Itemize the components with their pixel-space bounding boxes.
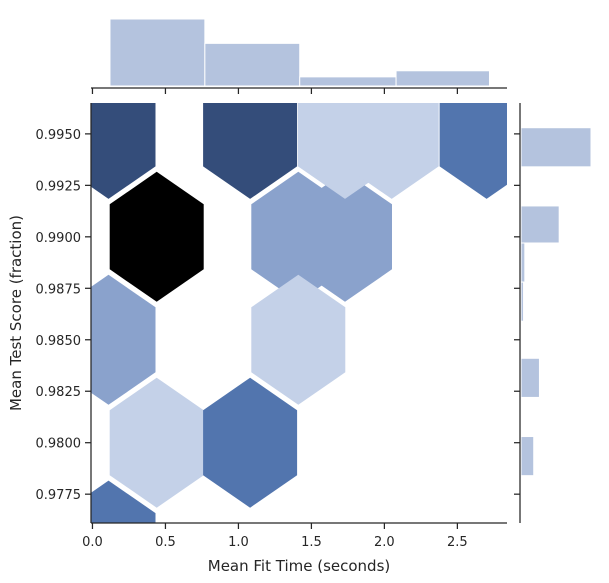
y-tick-label-7: 0.9950 — [36, 128, 82, 143]
hexbin-9 — [439, 103, 507, 199]
y-tick-label-4: 0.9875 — [36, 282, 82, 297]
x-marginal-histogram — [91, 18, 507, 94]
hexbin-8 — [344, 103, 439, 199]
hexbin-1 — [91, 103, 156, 199]
y-marginal-bar-6 — [520, 357, 540, 398]
x-marginal-bar-3 — [395, 70, 490, 87]
x-marginal-bar-1 — [204, 42, 301, 87]
x-tick-label-4: 2.0 — [374, 535, 395, 550]
x-tick-label-1: 0.5 — [155, 535, 176, 550]
hexbin-5 — [91, 274, 156, 405]
axes: 0.0 0.5 1.0 1.5 2.0 2.5 0.9775 0.9800 0.9825 0.98… — [36, 103, 507, 550]
y-marginal-histogram — [514, 103, 592, 523]
x-axis-label: Mean Fit Time (seconds) — [208, 557, 390, 575]
hexbin-11 — [203, 377, 298, 508]
y-tick-label-0: 0.9775 — [36, 488, 82, 503]
hexbin-12 — [91, 480, 156, 523]
y-axis-label: Mean Test Score (fraction) — [7, 215, 25, 411]
hexbin-layer — [91, 103, 507, 523]
hexbin-4 — [298, 171, 392, 302]
hexbin-2 — [203, 103, 298, 199]
x-tick-label-5: 2.5 — [447, 535, 468, 550]
y-tick-label-5: 0.9900 — [36, 231, 82, 246]
y-tick-label-2: 0.9825 — [36, 385, 82, 400]
x-tick-label-0: 0.0 — [82, 535, 103, 550]
y-marginal-bar-0 — [520, 127, 592, 168]
y-marginal-bar-4 — [520, 281, 525, 322]
y-marginal-bar-3 — [520, 242, 526, 283]
y-tick-label-6: 0.9925 — [36, 179, 82, 194]
hexbin-10 — [109, 377, 204, 508]
x-marginal-bar-0 — [109, 18, 206, 87]
x-tick-label-3: 1.5 — [301, 535, 322, 550]
y-marginal-bar-2 — [520, 205, 560, 244]
hexbin-6 — [251, 274, 346, 405]
x-tick-label-2: 1.0 — [228, 535, 249, 550]
y-tick-label-1: 0.9800 — [36, 437, 82, 452]
hexbin-0 — [109, 171, 204, 302]
x-marginal-bar-2 — [299, 76, 397, 87]
y-tick-label-3: 0.9850 — [36, 334, 82, 349]
y-marginal-bar-8 — [520, 436, 535, 477]
